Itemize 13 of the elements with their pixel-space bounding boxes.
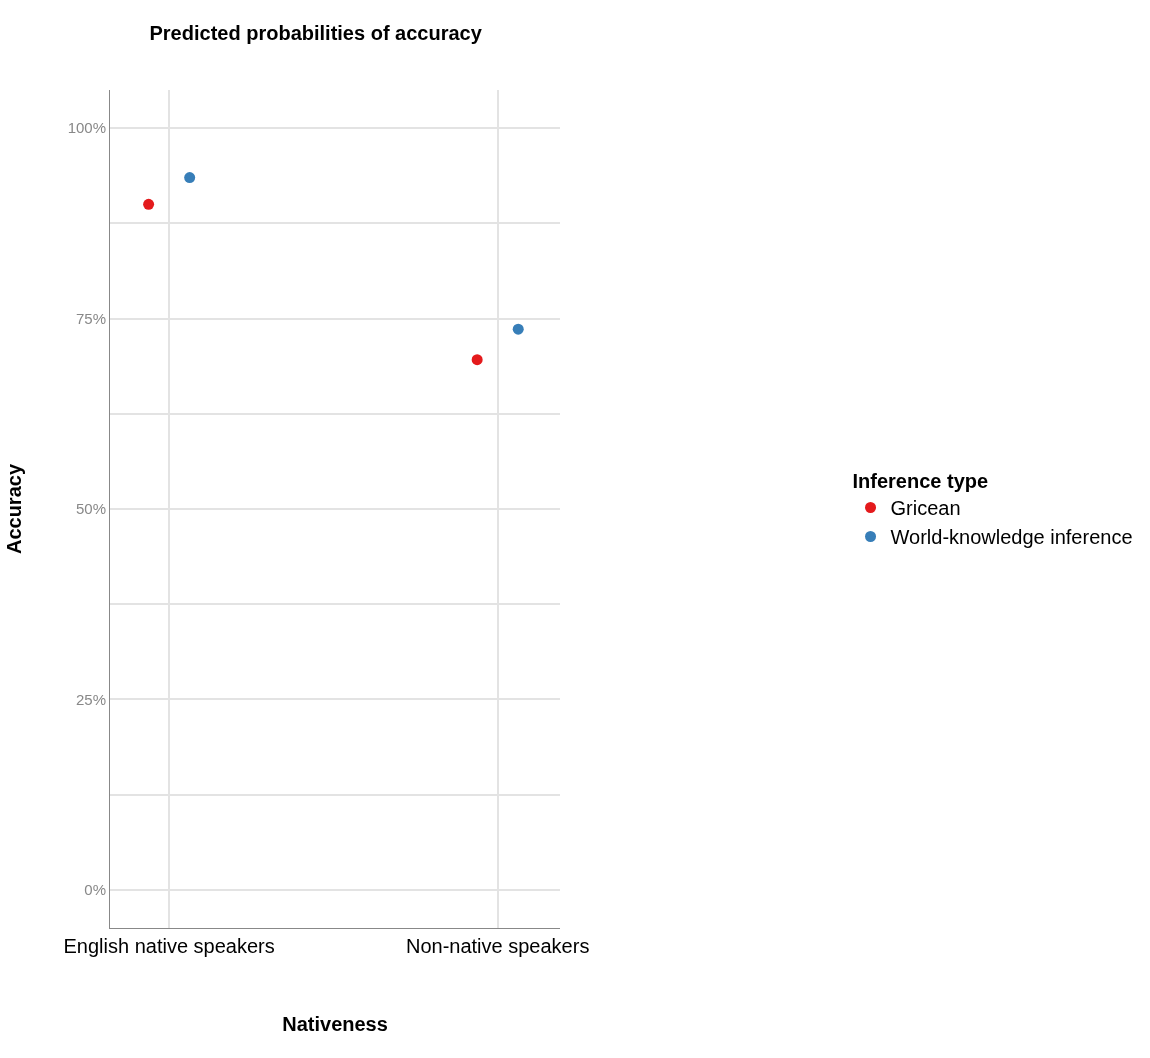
y-tick-label: 25% [75, 690, 106, 708]
y-tick-label: 75% [75, 309, 106, 327]
x-tick-label: English native speakers [63, 935, 275, 957]
legend-label: Gricean [890, 497, 961, 520]
legend-title: Inference type [852, 470, 989, 492]
y-tick-label: 0% [84, 881, 106, 899]
legend-label: World-knowledge inference [890, 526, 1133, 549]
x-tick-label: Non-native speakers [405, 935, 590, 957]
chart-title: Predicted probabilities of accuracy [149, 22, 483, 45]
y-axis-title: Accuracy [3, 463, 26, 555]
y-tick-label: 100% [67, 119, 106, 137]
x-axis-title: Nativeness [282, 1012, 388, 1035]
y-tick-label: 50% [75, 500, 106, 518]
